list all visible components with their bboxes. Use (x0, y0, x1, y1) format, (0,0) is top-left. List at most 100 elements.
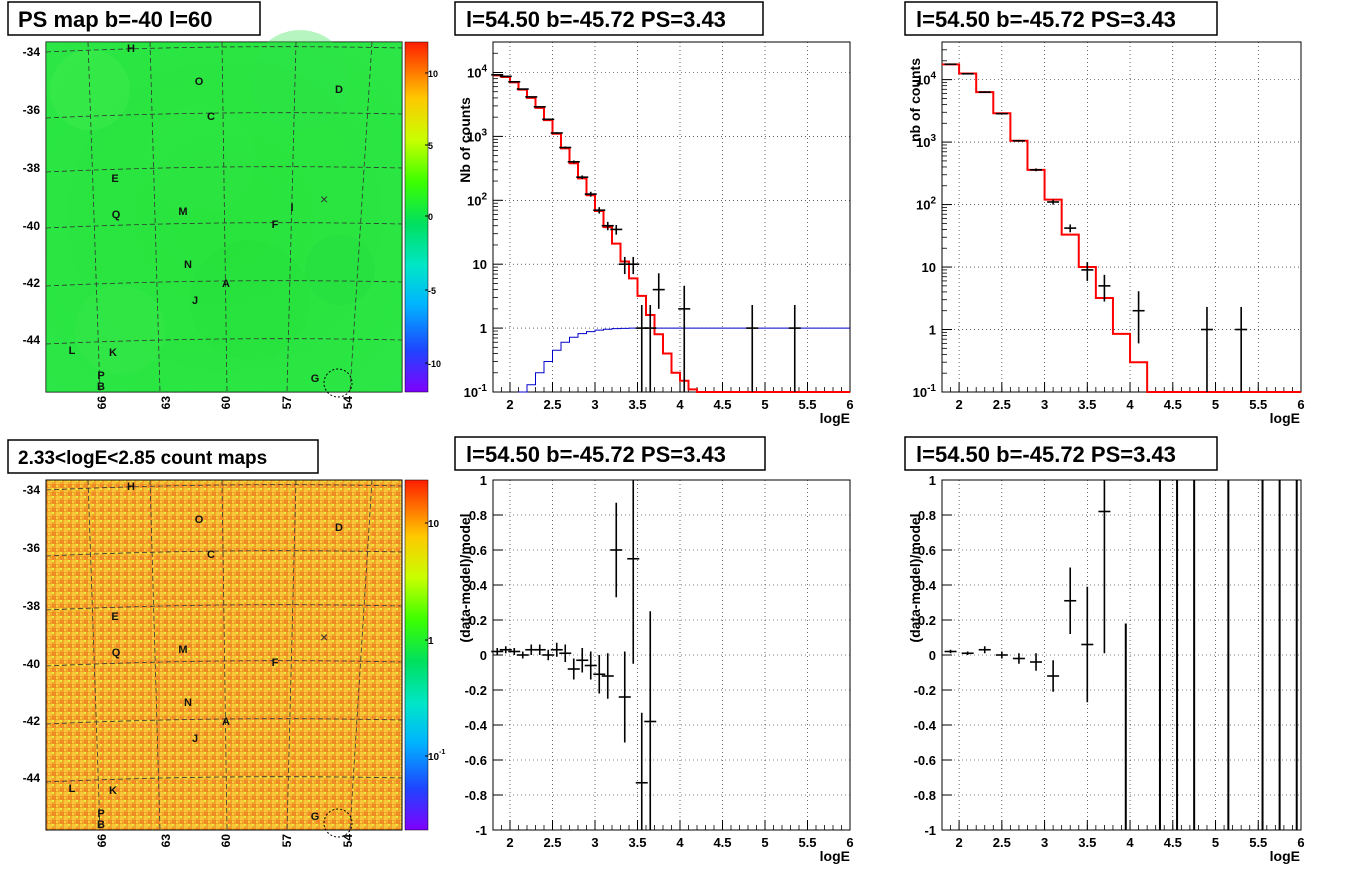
map-x-tick-label: 60 (219, 396, 233, 410)
colorbar-tick-label: 10 (428, 519, 440, 530)
y-tick-label: 1 (929, 323, 936, 338)
map-source-label-B: B (97, 381, 105, 393)
x-tick-label: 4 (1126, 835, 1134, 850)
ps-map-colorbar (404, 41, 429, 393)
count-map-source-labels: H O D C E M Q F N A J L KPB G (69, 481, 343, 831)
map-longitude-line (87, 41, 101, 393)
map-latitude-line (45, 550, 403, 557)
map-y-tick-label: -44 (23, 333, 41, 347)
map-x-tick-label: 54 (341, 396, 355, 410)
count-map-title: 2.33<logE<2.85 count maps (18, 448, 267, 469)
map-source-label-I: I (290, 202, 293, 214)
y-tick-label: -0.6 (914, 753, 936, 768)
map-source-label-O: O (195, 76, 204, 88)
x-tick-label: 4.5 (1164, 835, 1182, 850)
x-tick-label: 5.5 (1249, 397, 1267, 412)
y-tick-label: 10-1 (913, 383, 937, 400)
map-source-label-J: J (192, 295, 198, 307)
y-tick-label: 103 (916, 133, 936, 150)
count-map-area (45, 479, 403, 831)
spectrum-2-title-box (904, 1, 1218, 36)
map-y-tick-label: -38 (23, 161, 41, 175)
map-y-tick-label: -42 (23, 714, 41, 728)
x-tick-label: 5 (1212, 835, 1219, 850)
x-tick-label: 4 (1126, 397, 1134, 412)
map-latitude-line (45, 112, 403, 119)
count-map-title-box (7, 439, 319, 474)
map-latitude-line (45, 718, 403, 725)
count-map-colorbar (404, 479, 429, 831)
spectrum-2-xlabel: logE (1270, 410, 1300, 426)
x-tick-label: 2 (955, 835, 962, 850)
count-map-colorbar-ticks: 10 1 10-1 (425, 519, 445, 763)
x-tick-label: 3 (1041, 835, 1048, 850)
y-tick-label: -0.4 (465, 718, 488, 733)
map-latitude-line (45, 484, 403, 491)
x-tick-label: 4.5 (713, 835, 731, 850)
count-map-coordinate-grid (45, 479, 403, 831)
colorbar-tick-label: 10-1 (428, 749, 445, 763)
residual-1-ylabel: (data-model)/model (457, 513, 473, 642)
x-tick-label: 3.5 (1078, 835, 1096, 850)
map-longitude-line (349, 41, 373, 393)
count-map-x-ticks: 66 63 60 57 54 (95, 834, 355, 848)
ps-map-target-marker: × (320, 191, 328, 207)
map-source-label-H: H (127, 481, 135, 493)
x-tick-label: 2 (506, 835, 513, 850)
map-x-tick-label: 57 (280, 834, 294, 848)
map-longitude-line (221, 41, 228, 393)
y-tick-label: -1 (475, 823, 487, 838)
map-source-label-A: A (222, 716, 230, 728)
spectrum-panel-1: l=54.50 b=-45.72 PS=3.43 2 2.5 3 3.5 4 4.5 5 5.… (454, 1, 854, 426)
map-latitude-line (45, 280, 403, 287)
map-source-label-F: F (272, 219, 279, 231)
series-0-step-line (493, 74, 850, 393)
x-tick-label: 3 (591, 835, 598, 850)
x-tick-label: 2.5 (993, 835, 1011, 850)
y-tick-label: 1 (480, 473, 487, 488)
y-tick-label: 104 (467, 63, 487, 80)
x-tick-label: 6 (846, 835, 853, 850)
x-tick-label: 3.5 (628, 835, 646, 850)
map-source-label-C: C (207, 549, 215, 561)
spectrum-panel-2: l=54.50 b=-45.72 PS=3.43 2 2.5 3 3.5 4 4.5 5 5.… (904, 1, 1305, 426)
x-tick-label: 4.5 (713, 397, 731, 412)
map-x-tick-label: 54 (341, 834, 355, 848)
residual-2-title-box (904, 436, 1218, 471)
spectrum-1-plot: 2 2.5 3 3.5 4 4.5 5 5.5 6 10-1 1 10 102 103 104 (464, 42, 854, 412)
map-source-label-E: E (111, 611, 118, 623)
map-y-tick-label: -44 (23, 771, 41, 785)
map-x-tick-label: 63 (159, 396, 173, 410)
y-tick-label: 10 (473, 257, 487, 272)
map-y-tick-label: -38 (23, 599, 41, 613)
colorbar-tick-label: 10 (428, 69, 438, 79)
count-map-target-circle (323, 808, 353, 838)
x-tick-label: 3 (591, 397, 598, 412)
map-longitude-line (349, 479, 373, 831)
y-tick-label: 0 (929, 648, 936, 663)
map-source-label-D: D (335, 84, 343, 96)
y-tick-label: 10 (922, 260, 936, 275)
colorbar-tick-label: 5 (428, 141, 433, 151)
map-source-label-O: O (195, 514, 204, 526)
map-y-tick-label: -40 (23, 657, 41, 671)
map-x-tick-label: 66 (95, 396, 109, 410)
x-tick-label: 4 (676, 835, 684, 850)
x-tick-label: 4.5 (1164, 397, 1182, 412)
y-tick-label: 102 (467, 191, 487, 208)
y-tick-label: 10-1 (464, 383, 488, 400)
x-tick-label: 5 (761, 397, 768, 412)
y-tick-label: -0.8 (465, 788, 487, 803)
ps-map-colorbar-ticks: 10 5 0 -5 -10 (425, 69, 441, 369)
map-source-label-K: K (109, 347, 117, 359)
map-source-label-E: E (111, 173, 118, 185)
ps-map-source-labels: H O D C E M Q FI N A J L KPB G (69, 43, 343, 393)
y-tick-label: 0.8 (469, 508, 487, 523)
ps-map-coordinate-grid (45, 41, 403, 393)
ps-map-blotches (50, 30, 375, 375)
map-source-label-P: P (97, 808, 104, 820)
residual-2-ylabel: (data-model)/model (907, 513, 923, 642)
x-tick-label: 4 (676, 397, 684, 412)
map-longitude-line (149, 479, 161, 831)
map-latitude-line (45, 222, 403, 229)
